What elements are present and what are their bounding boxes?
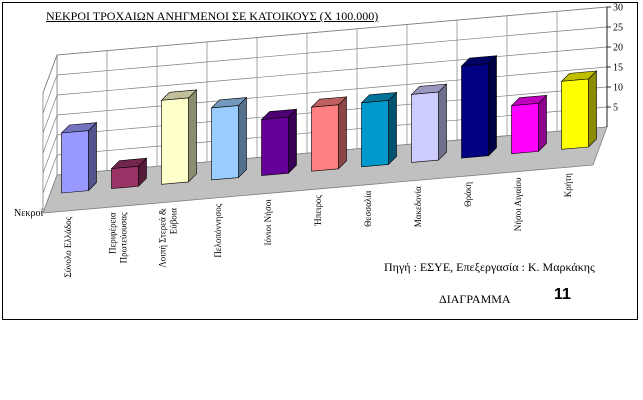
bar [410,83,448,163]
y-axis-label: Νεκροί [14,208,44,219]
bar-front [411,91,439,163]
y-tick-label: 10 [613,83,623,94]
bar-side [238,96,247,179]
bar-side [438,83,447,161]
bar-side [338,96,347,170]
bar [510,94,548,155]
bar-front [561,78,589,150]
category-label: Μακεδονία [413,186,423,227]
bar-side [288,108,297,174]
bar-front [361,100,389,168]
gridline [56,66,608,116]
category-label: Ιόνιοι Νήσοι [263,199,273,246]
category-label: Ήπειρος [313,195,323,227]
bar [560,70,598,150]
bar [310,96,348,172]
side-gridline [42,114,58,154]
bar-side [538,94,547,153]
bar-front [511,103,539,155]
category-label: Σύνολο Ελλάδος [63,216,73,277]
side-gridline [42,54,58,94]
category-label: Κρήτη [563,173,573,197]
category-label: Πελοπόννησος [213,203,223,257]
side-gridline [42,94,58,134]
bar-front [311,104,339,172]
bar-side [488,55,497,157]
bar-side [88,121,97,192]
diagram-number: 11 [554,286,571,303]
side-gridline [42,74,58,114]
bar-front [211,105,239,181]
bar [460,55,498,159]
gridline [56,26,608,76]
category-label: Λοιπή Στερεά &Εύβοια [158,208,179,268]
diagram-label: ΔΙΑΓΡΑΜΜΑ [439,292,511,306]
y-tick-label: 5 [613,103,618,114]
y-tick-label: 15 [613,63,623,74]
bar-front [61,130,89,194]
bar [160,89,198,185]
bar [260,108,298,176]
y-tick-label: 25 [613,23,623,34]
bar-front [261,116,289,176]
bar-side [588,70,597,148]
bar [360,91,398,168]
bar [60,121,98,194]
side-gridline [42,154,58,194]
y-tick-label: 20 [613,43,623,54]
side-gridline [42,134,58,174]
bar-front [461,63,489,159]
category-label: Νήσοι Αιγαίου [513,177,523,231]
category-label: Θεσσαλία [363,190,373,226]
bar-front [161,97,189,185]
bar-side [188,89,197,183]
y-tick-label: 30 [613,3,623,14]
bar [110,157,148,189]
bar-side [388,91,397,166]
gridline [56,46,608,96]
category-label: Θράκη [463,182,473,207]
bar-front [111,165,139,189]
category-label: ΠεριφέρειαΠρωτεύουσας [108,212,129,263]
source-note: Πηγή : ΕΣΥΕ, Επεξεργασία : Κ. Μαρκάκης [384,260,595,274]
gridline [56,6,608,56]
chart-title: ΝΕΚΡΟΙ ΤΡΟΧΑΙΩΝ ΑΝΗΓΜΕΝΟΙ ΣΕ ΚΑΤΟΙΚΟΥΣ (… [46,9,379,23]
bar [210,96,248,181]
